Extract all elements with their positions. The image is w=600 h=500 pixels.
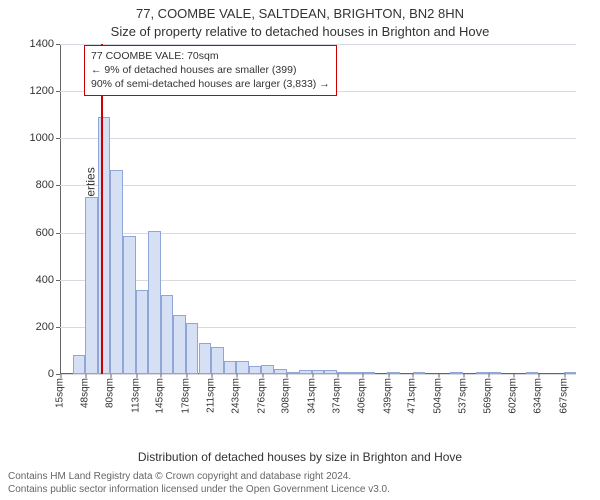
y-tick-label: 800	[36, 179, 60, 191]
gridline	[60, 233, 576, 234]
x-tick-label: 178sqm	[180, 374, 191, 414]
annotation-line2: ← 9% of detached houses are smaller (399…	[91, 63, 330, 77]
x-tick-label: 471sqm	[407, 374, 418, 414]
footer-line1: Contains HM Land Registry data © Crown c…	[8, 471, 592, 484]
x-tick-label: 374sqm	[332, 374, 343, 414]
histogram-bar	[261, 365, 274, 374]
gridline	[60, 138, 576, 139]
x-tick-label: 667sqm	[558, 374, 569, 414]
annotation-line1: 77 COOMBE VALE: 70sqm	[91, 49, 330, 63]
histogram-bar	[73, 355, 86, 374]
x-tick-label: 145sqm	[155, 374, 166, 414]
x-tick-label: 537sqm	[458, 374, 469, 414]
x-tick-label: 504sqm	[432, 374, 443, 414]
y-tick-label: 1000	[30, 132, 60, 144]
x-tick-label: 406sqm	[357, 374, 368, 414]
x-tick-label: 15sqm	[55, 374, 66, 408]
x-tick-label: 243sqm	[231, 374, 242, 414]
x-tick-label: 48sqm	[80, 374, 91, 408]
x-tick-label: 602sqm	[508, 374, 519, 414]
x-tick-label: 439sqm	[382, 374, 393, 414]
x-tick-label: 308sqm	[281, 374, 292, 414]
histogram-bar	[85, 197, 98, 374]
gridline	[60, 185, 576, 186]
histogram-bar	[224, 361, 237, 374]
x-tick-label: 211sqm	[206, 374, 217, 413]
chart-title-line1: 77, COOMBE VALE, SALTDEAN, BRIGHTON, BN2…	[0, 6, 600, 21]
chart-footer: Contains HM Land Registry data © Crown c…	[8, 471, 592, 496]
histogram-bar	[211, 347, 224, 374]
annotation-box: 77 COOMBE VALE: 70sqm ← 9% of detached h…	[84, 45, 337, 96]
histogram-bar	[173, 315, 186, 374]
histogram-bar	[110, 170, 123, 374]
y-tick-label: 400	[36, 274, 60, 286]
y-tick-label: 1400	[30, 38, 60, 50]
chart-title-line2: Size of property relative to detached ho…	[0, 24, 600, 39]
histogram-bar	[98, 117, 111, 374]
histogram-bar	[186, 323, 199, 374]
gridline	[60, 280, 576, 281]
y-tick-label: 1200	[30, 85, 60, 97]
annotation-line3: 90% of semi-detached houses are larger (…	[91, 77, 330, 91]
chart-container: 77, COOMBE VALE, SALTDEAN, BRIGHTON, BN2…	[0, 0, 600, 500]
histogram-bar	[123, 236, 136, 374]
x-tick-label: 341sqm	[306, 374, 317, 414]
histogram-bar	[148, 231, 161, 374]
y-tick-label: 600	[36, 227, 60, 239]
x-axis-label: Distribution of detached houses by size …	[0, 450, 600, 464]
x-tick-label: 80sqm	[105, 374, 116, 408]
x-tick-label: 276sqm	[256, 374, 267, 414]
footer-line2: Contains public sector information licen…	[8, 484, 592, 497]
x-tick-label: 634sqm	[533, 374, 544, 414]
histogram-bar	[136, 290, 149, 374]
histogram-bar	[161, 295, 174, 374]
x-tick-label: 113sqm	[130, 374, 141, 413]
histogram-bar	[236, 361, 249, 374]
y-tick-label: 200	[36, 321, 60, 333]
x-tick-label: 569sqm	[482, 374, 493, 414]
histogram-bar	[249, 366, 262, 374]
histogram-bar	[199, 343, 212, 374]
